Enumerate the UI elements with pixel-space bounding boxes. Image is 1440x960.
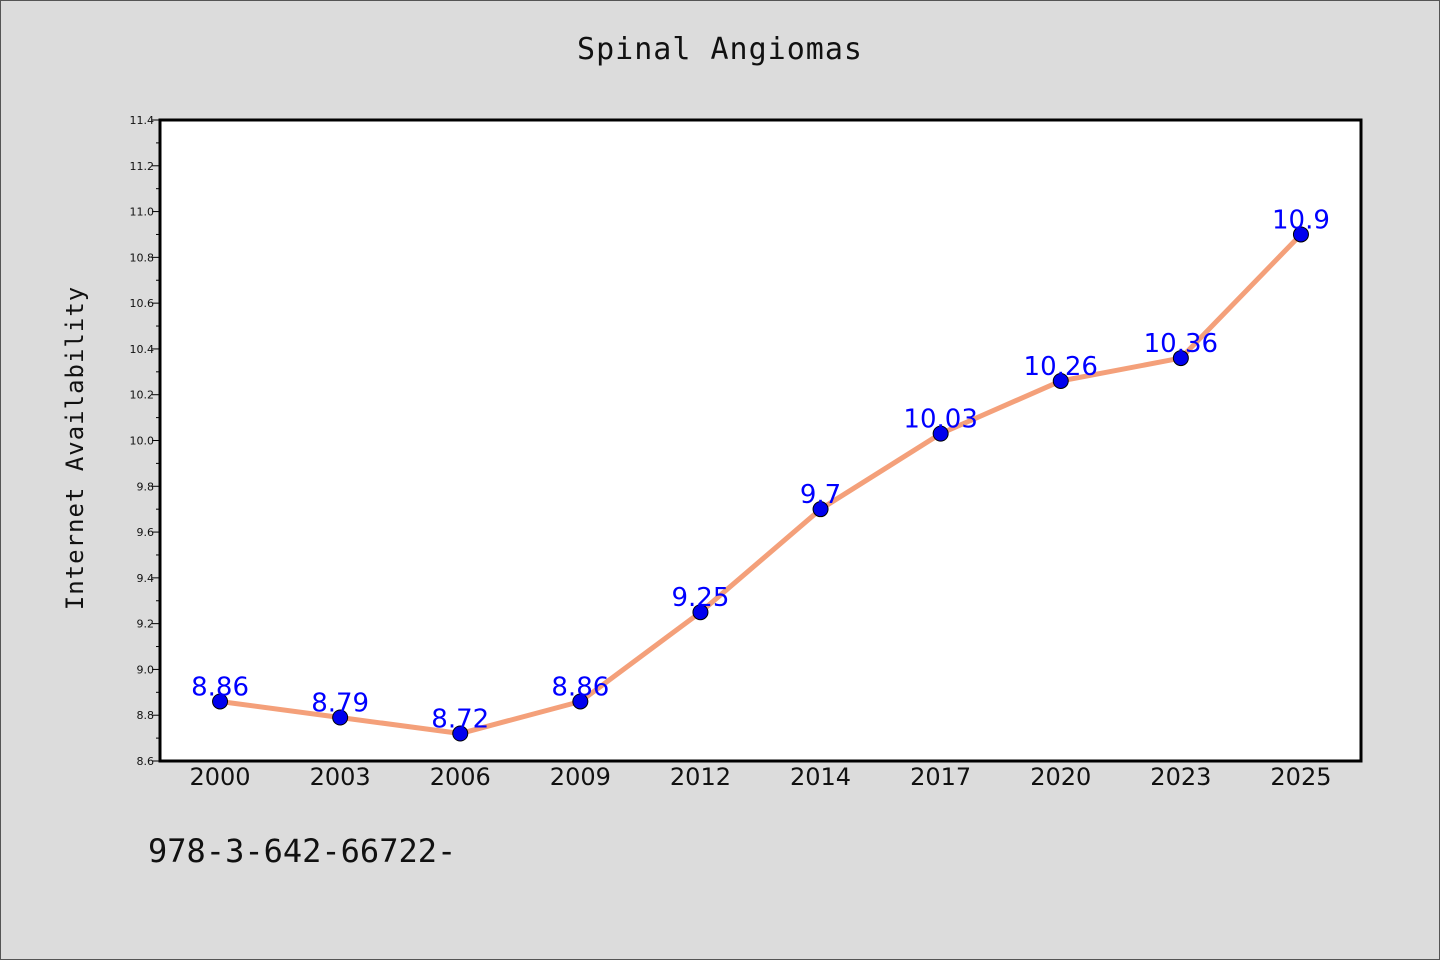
y-tick-label: 9.8 <box>137 480 155 493</box>
y-tick-label: 10.2 <box>130 389 155 402</box>
x-tick-label: 2023 <box>1150 763 1211 791</box>
x-tick-label: 2014 <box>790 763 851 791</box>
y-tick-label: 11.2 <box>130 160 155 173</box>
data-label: 8.86 <box>191 672 249 702</box>
data-point <box>1052 372 1069 389</box>
data-label: 10.03 <box>903 405 977 435</box>
data-label: 9.25 <box>672 583 730 613</box>
x-tick-label: 2003 <box>310 763 371 791</box>
x-tick-label: 2012 <box>670 763 731 791</box>
x-axis: 2000 2003 2006 2009 2012 2014 2017 2020 2023 2025 <box>190 763 1332 791</box>
series-markers <box>212 226 1309 742</box>
y-tick-label: 8.6 <box>137 755 155 768</box>
x-tick-label: 2006 <box>430 763 491 791</box>
y-tick-label: 10.8 <box>130 251 155 264</box>
data-point <box>212 693 229 710</box>
chart-title: Spinal Angiomas <box>577 32 863 67</box>
data-point <box>332 709 349 726</box>
y-tick-label: 10.6 <box>130 297 155 310</box>
data-point <box>572 693 589 710</box>
data-point <box>1292 226 1309 243</box>
plot-area <box>158 118 1363 763</box>
x-tick-label: 2017 <box>910 763 971 791</box>
y-tick-label: 11.4 <box>130 114 155 127</box>
data-point <box>812 501 829 518</box>
y-tick-label: 9.6 <box>137 526 155 539</box>
y-tick-label: 9.0 <box>137 663 155 676</box>
data-point <box>692 604 709 621</box>
x-tick-label: 2009 <box>550 763 611 791</box>
data-point <box>932 425 949 442</box>
data-label: 10.9 <box>1272 205 1330 235</box>
data-label: 10.36 <box>1144 329 1218 359</box>
y-tick-label: 9.4 <box>137 572 155 585</box>
x-tick-label: 2020 <box>1030 763 1091 791</box>
y-tick-label: 10.4 <box>130 343 155 356</box>
data-point <box>1172 350 1189 367</box>
footer-text: 978-3-642-66722- <box>148 832 457 870</box>
data-label: 8.72 <box>431 705 489 735</box>
series-line <box>219 232 1303 737</box>
y-tick-label: 9.2 <box>137 618 155 631</box>
y-tick-label: 11.0 <box>130 206 155 219</box>
data-labels: 8.86 8.79 8.72 8.86 9.25 9.7 10.03 10.26 10.36 10… <box>191 205 1330 734</box>
x-tick-label: 2000 <box>190 763 251 791</box>
data-label: 8.86 <box>551 672 609 702</box>
data-point <box>452 725 469 742</box>
data-label: 9.7 <box>800 480 841 510</box>
data-label: 10.26 <box>1024 352 1098 382</box>
y-tick-label: 10.0 <box>130 435 155 448</box>
data-label: 8.79 <box>311 689 369 719</box>
y-tick-label: 8.8 <box>137 709 155 722</box>
y-axis: 8.6 8.8 9.0 9.2 9.4 9.6 9.8 10.0 10.2 10.4 10.6 10.… <box>130 114 160 768</box>
x-tick-label: 2025 <box>1270 763 1331 791</box>
